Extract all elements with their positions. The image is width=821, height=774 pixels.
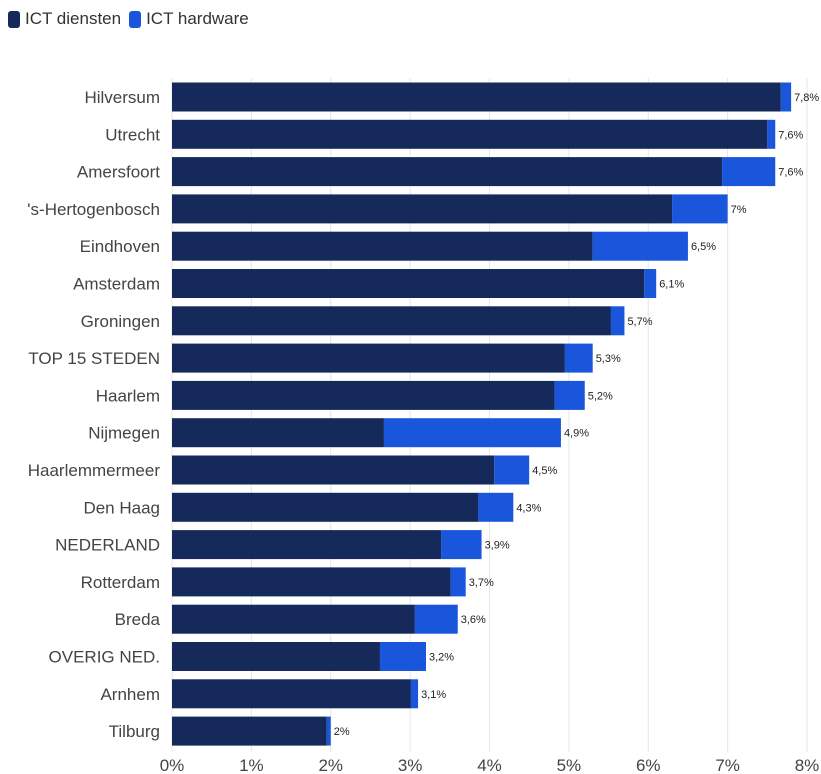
data-label-17: 2% [334, 726, 350, 738]
bar-diensten-12 [172, 530, 442, 560]
data-label-15: 3,2% [429, 652, 454, 664]
bar-diensten-7 [172, 343, 565, 373]
data-label-7: 5,3% [596, 353, 621, 365]
category-label-13: Rotterdam [81, 573, 160, 592]
bar-diensten-4 [172, 231, 593, 261]
bar-diensten-1 [172, 119, 768, 149]
bar-hardware-16 [410, 679, 419, 709]
category-label-3: 's-Hertogenbosch [27, 200, 160, 219]
x-tick-label-8: 8% [795, 756, 820, 774]
data-label-3: 7% [731, 204, 747, 216]
bar-hardware-2 [722, 157, 776, 187]
category-label-11: Den Haag [83, 498, 160, 517]
category-label-17: Tilburg [109, 722, 160, 741]
x-tick-label-3: 3% [398, 756, 423, 774]
x-tick-label-4: 4% [477, 756, 502, 774]
data-label-9: 4,9% [564, 428, 589, 440]
x-tick-label-5: 5% [557, 756, 582, 774]
data-label-8: 5,2% [588, 390, 613, 402]
legend-item-ict-hardware[interactable]: ICT hardware [129, 9, 249, 29]
bar-hardware-12 [441, 530, 482, 560]
bar-diensten-11 [172, 492, 479, 522]
data-label-14: 3,6% [461, 614, 486, 626]
bar-diensten-13 [172, 567, 451, 597]
bar-diensten-10 [172, 455, 495, 485]
category-label-6: Groningen [81, 312, 160, 331]
legend-item-ict-diensten[interactable]: ICT diensten [8, 9, 121, 29]
data-label-16: 3,1% [421, 689, 446, 701]
legend-swatch-ict-hardware [129, 10, 142, 28]
bar-diensten-17 [172, 716, 327, 746]
category-label-12: NEDERLAND [55, 536, 160, 555]
bar-diensten-6 [172, 306, 611, 336]
bar-hardware-11 [478, 492, 514, 522]
category-label-10: Haarlemmermeer [28, 461, 161, 480]
bar-diensten-0 [172, 82, 781, 112]
data-label-6: 5,7% [627, 316, 652, 328]
category-label-5: Amsterdam [73, 275, 160, 294]
bar-hardware-14 [414, 604, 458, 634]
category-label-15: OVERIG NED. [49, 648, 160, 667]
bar-hardware-13 [450, 567, 466, 597]
data-label-2: 7,6% [778, 167, 803, 179]
bar-hardware-3 [672, 194, 728, 224]
bar-hardware-5 [644, 269, 657, 298]
category-label-0: Hilversum [84, 88, 160, 107]
category-label-16: Arnhem [100, 685, 160, 704]
bar-diensten-14 [172, 604, 415, 634]
bar-diensten-2 [172, 157, 723, 187]
category-label-2: Amersfoort [77, 163, 160, 182]
bar-hardware-4 [592, 231, 688, 261]
data-label-5: 6,1% [659, 279, 684, 291]
bar-diensten-3 [172, 194, 673, 224]
bar-diensten-5 [172, 269, 645, 298]
data-label-0: 7,8% [794, 92, 819, 104]
bar-diensten-8 [172, 380, 555, 410]
legend-label-ict-hardware: ICT hardware [146, 9, 249, 28]
data-label-1: 7,6% [778, 129, 803, 141]
data-label-13: 3,7% [469, 577, 494, 589]
data-label-4: 6,5% [691, 241, 716, 253]
legend-label-ict-diensten: ICT diensten [25, 9, 122, 28]
bar-hardware-10 [494, 455, 530, 485]
category-label-9: Nijmegen [88, 424, 160, 443]
bar-hardware-6 [610, 306, 625, 336]
x-tick-label-2: 2% [318, 756, 343, 774]
x-tick-label-7: 7% [715, 756, 740, 774]
bar-hardware-1 [767, 119, 776, 149]
x-tick-label-6: 6% [636, 756, 661, 774]
category-label-4: Eindhoven [80, 237, 160, 256]
bar-hardware-17 [326, 716, 331, 746]
data-label-11: 4,3% [516, 502, 541, 514]
bar-hardware-8 [554, 380, 585, 410]
bar-hardware-7 [564, 343, 593, 373]
category-label-14: Breda [115, 610, 161, 629]
data-label-10: 4,5% [532, 465, 557, 477]
data-label-12: 3,9% [485, 540, 510, 552]
bar-hardware-0 [780, 82, 792, 112]
bar-diensten-9 [172, 418, 384, 448]
legend-swatch-ict-diensten [8, 10, 20, 28]
category-label-7: TOP 15 STEDEN [28, 349, 160, 368]
bar-hardware-15 [379, 642, 426, 671]
x-tick-label-0: 0% [160, 756, 185, 774]
chart-legend: ICT diensten ICT hardware [8, 9, 249, 29]
category-label-8: Haarlem [96, 386, 160, 405]
bar-diensten-15 [172, 642, 380, 671]
bar-diensten-16 [172, 679, 411, 709]
x-tick-label-1: 1% [239, 756, 264, 774]
category-label-1: Utrecht [105, 125, 160, 144]
bar-hardware-9 [383, 418, 561, 448]
